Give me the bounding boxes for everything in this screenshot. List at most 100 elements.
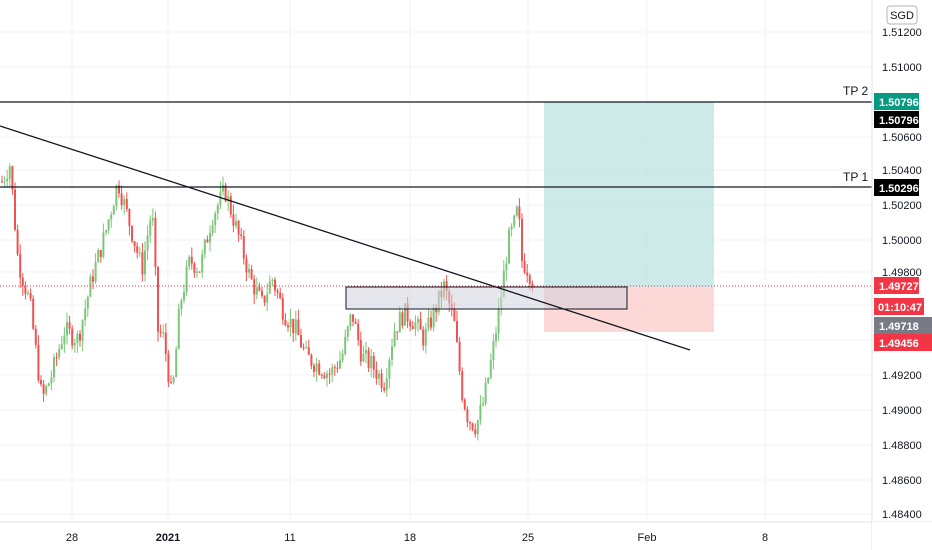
candle-body xyxy=(261,290,263,296)
candle-body xyxy=(328,373,331,375)
candle-body xyxy=(102,232,105,257)
candle-body xyxy=(287,325,289,328)
candle-body xyxy=(279,292,282,299)
candle-body xyxy=(193,263,196,273)
candle-body xyxy=(289,318,292,328)
time-tick: 25 xyxy=(522,532,534,544)
support-zone-rectangle[interactable] xyxy=(345,286,628,310)
trend-line[interactable] xyxy=(0,125,691,351)
candle-body xyxy=(388,359,391,379)
price-tick: 1.50200 xyxy=(882,200,922,212)
candle-body xyxy=(362,353,365,362)
candle-body xyxy=(50,377,53,384)
candle-body xyxy=(357,323,360,340)
candle-body xyxy=(424,328,427,346)
countdown-tag-label: 01:10:47 xyxy=(878,302,922,314)
tp2-tag-green xyxy=(874,93,919,110)
candle-body xyxy=(86,296,89,309)
candle-body xyxy=(359,339,362,362)
currency-label: SGD xyxy=(890,10,914,22)
candle-body xyxy=(8,166,11,179)
candle-body xyxy=(60,343,63,349)
candle-body xyxy=(482,403,484,405)
candle-body xyxy=(510,226,513,230)
candle-body xyxy=(385,378,388,391)
candle-body xyxy=(118,185,120,194)
candle-body xyxy=(307,347,310,355)
price-tick: 1.50600 xyxy=(882,132,922,144)
candle-body xyxy=(183,292,185,301)
candle-body xyxy=(110,214,113,220)
candle-body xyxy=(76,333,79,343)
price-axis[interactable]: SGD 1.51200 1.51000 1.50600 1.50400 1.50… xyxy=(882,5,922,521)
candle-body xyxy=(489,360,492,378)
candle-body xyxy=(313,365,315,372)
stop-tag-label: 1.49456 xyxy=(879,338,919,350)
currency-badge[interactable] xyxy=(886,5,918,25)
candle-body xyxy=(242,235,245,259)
candle-body xyxy=(409,321,412,327)
candle-body xyxy=(214,213,217,226)
candle-body xyxy=(151,218,154,221)
time-axis[interactable]: 28 2021 11 18 25 Feb 8 xyxy=(66,532,768,544)
price-tick: 1.48600 xyxy=(882,475,922,487)
candle-body xyxy=(24,285,27,294)
candle-body xyxy=(302,347,305,349)
candle-body xyxy=(432,307,435,328)
candle-body xyxy=(281,298,284,320)
candle-body xyxy=(336,367,339,369)
tp1-tag-label: 1.50296 xyxy=(879,183,919,195)
last-price-tag-label: 1.49727 xyxy=(879,281,919,293)
candle-body xyxy=(253,278,256,295)
price-tick: 1.49200 xyxy=(882,370,922,382)
entry-tag xyxy=(874,317,932,334)
candle-body xyxy=(123,199,126,205)
profit-zone[interactable] xyxy=(544,102,714,287)
candle-body xyxy=(326,373,328,379)
candle-body xyxy=(354,321,357,324)
candle-body xyxy=(196,271,198,273)
candle-body xyxy=(224,184,227,201)
candle-body xyxy=(47,383,50,387)
candle-body xyxy=(211,225,214,234)
candle-body xyxy=(515,206,518,216)
candle-body xyxy=(237,221,240,235)
candle-body xyxy=(144,250,146,275)
tp2-tag xyxy=(874,111,919,128)
candle-body xyxy=(16,229,19,255)
candle-body xyxy=(318,363,321,375)
candle-body xyxy=(487,377,490,383)
candle-body xyxy=(141,252,144,275)
candle-body xyxy=(333,367,336,369)
candle-body xyxy=(138,252,141,254)
candle-body xyxy=(19,254,22,278)
candle-body xyxy=(107,219,110,231)
candle-body xyxy=(71,328,74,346)
corner-gear[interactable] xyxy=(872,522,932,550)
candle-body xyxy=(89,276,92,297)
candle-body xyxy=(258,287,261,291)
candle-body xyxy=(203,239,206,255)
price-tick: 1.51000 xyxy=(882,62,922,74)
candle-body xyxy=(112,206,115,215)
price-tick: 1.48400 xyxy=(882,509,922,521)
candle-body xyxy=(235,221,237,226)
price-tick: 1.48800 xyxy=(882,440,922,452)
candle-body xyxy=(346,326,349,337)
candle-body xyxy=(276,290,279,293)
candle-body xyxy=(172,377,175,383)
candle-body xyxy=(274,279,276,291)
candle-body xyxy=(250,268,253,279)
candle-body xyxy=(427,317,430,329)
candle-body xyxy=(461,371,464,400)
tp2-tag-green-label: 1.50796 xyxy=(879,97,919,109)
candle-body xyxy=(6,178,9,182)
candle-body xyxy=(11,166,14,190)
candle-body xyxy=(380,373,383,388)
candle-body xyxy=(266,293,269,303)
candle-body xyxy=(157,266,159,332)
candle-body xyxy=(170,382,172,384)
candle-body xyxy=(471,423,474,430)
candle-body xyxy=(341,353,344,361)
